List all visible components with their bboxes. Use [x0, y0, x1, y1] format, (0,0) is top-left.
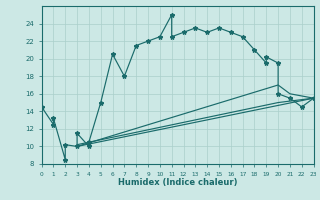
X-axis label: Humidex (Indice chaleur): Humidex (Indice chaleur): [118, 178, 237, 187]
